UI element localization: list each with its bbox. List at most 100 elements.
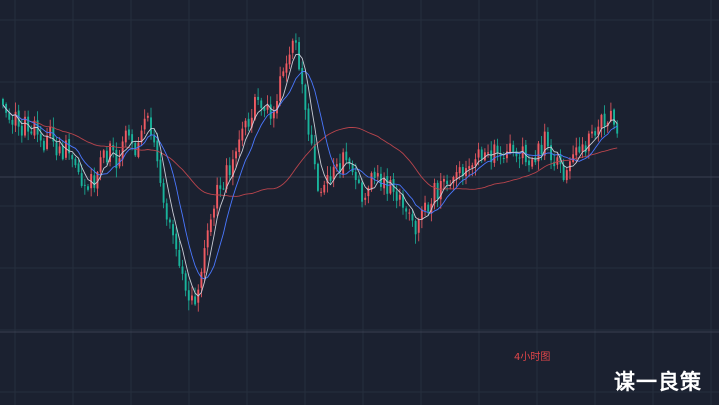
candle-body [24, 116, 26, 136]
candle-down [74, 157, 77, 168]
candle-down [594, 127, 597, 140]
candle-body [272, 111, 275, 119]
candle-up [46, 127, 48, 151]
candle-body [477, 149, 480, 158]
candle-down [71, 153, 74, 168]
candle-up [581, 137, 584, 159]
candle-body [244, 120, 247, 128]
candle-up [483, 148, 486, 162]
candle-down [357, 175, 360, 185]
candle-body [162, 183, 165, 203]
candle-body [178, 249, 181, 266]
candle-body [364, 197, 367, 200]
candle-down [329, 166, 332, 185]
candle-up [455, 165, 458, 187]
horizontal-level-lines [0, 176, 719, 333]
candle-down [317, 162, 319, 193]
candle-body [376, 173, 379, 177]
candle-body [71, 155, 74, 160]
candle-up [332, 158, 335, 188]
candle-down [427, 202, 430, 216]
candle-body [613, 109, 615, 125]
candle-up [288, 46, 291, 70]
candle-down [77, 158, 80, 175]
candle-up [487, 144, 489, 158]
candle-down [219, 177, 222, 198]
candle-body [357, 179, 360, 183]
candle-body [461, 167, 464, 177]
candle-body [46, 135, 48, 149]
candle-down [294, 33, 297, 51]
candle-body [408, 212, 411, 214]
candle-down [436, 180, 439, 207]
candle-body [402, 194, 404, 208]
candle-body [439, 180, 442, 200]
candle-body [150, 117, 152, 136]
candle-up [14, 102, 17, 133]
candle-down [584, 140, 587, 158]
candle-body [323, 184, 326, 193]
candle-body [603, 113, 606, 127]
candle-down [528, 155, 530, 172]
candle-down [128, 124, 130, 140]
candle-body [143, 118, 146, 130]
candle-up [146, 112, 149, 122]
candle-down [39, 125, 42, 148]
candle-body [206, 230, 209, 248]
candle-body [499, 153, 502, 157]
candle-body [307, 108, 310, 135]
candle-up [572, 145, 575, 164]
candle-body [175, 233, 178, 250]
candle-body [238, 139, 241, 153]
candle-body [74, 158, 77, 166]
candle-body [168, 219, 171, 223]
candle-up [291, 38, 294, 60]
candle-down [351, 160, 354, 176]
candle-up [231, 150, 234, 186]
candle-up [587, 130, 590, 159]
candle-down [131, 129, 134, 151]
candle-body [49, 126, 52, 137]
candle-body [339, 163, 341, 173]
candle-up [121, 136, 124, 167]
candle-body [140, 130, 143, 143]
candle-body [452, 177, 455, 184]
candle-body [373, 171, 376, 179]
candle-down [52, 117, 55, 147]
candle-body [405, 208, 408, 212]
candle-up [124, 125, 127, 147]
candle-body [389, 179, 392, 194]
candle-body [496, 145, 499, 154]
candle-body [187, 290, 190, 301]
candle-body [216, 184, 219, 209]
candle-down [578, 137, 581, 154]
candle-body [20, 125, 23, 136]
candle-body [395, 191, 398, 201]
candle-up [285, 55, 288, 82]
candle-down [36, 111, 39, 143]
candle-down [553, 153, 556, 171]
candle-body [531, 159, 534, 167]
candle-down [80, 164, 83, 188]
candle-up [58, 137, 61, 156]
candle-down [247, 112, 250, 132]
candle-body [427, 204, 430, 212]
candle-body [565, 170, 568, 181]
candle-body [546, 131, 549, 147]
moving-average-lines [2, 53, 618, 297]
candle-down [534, 150, 537, 165]
candle-up [565, 167, 568, 184]
candle-down [83, 178, 86, 195]
candle-body [203, 248, 206, 274]
candle-up [364, 192, 367, 206]
candle-down [105, 146, 108, 165]
candle-body [354, 171, 357, 180]
candle-body [14, 111, 17, 126]
candle-body [288, 54, 291, 65]
candle-down [518, 152, 521, 169]
candle-body [194, 296, 197, 305]
candle-up [376, 165, 379, 181]
candle-body [367, 187, 370, 197]
